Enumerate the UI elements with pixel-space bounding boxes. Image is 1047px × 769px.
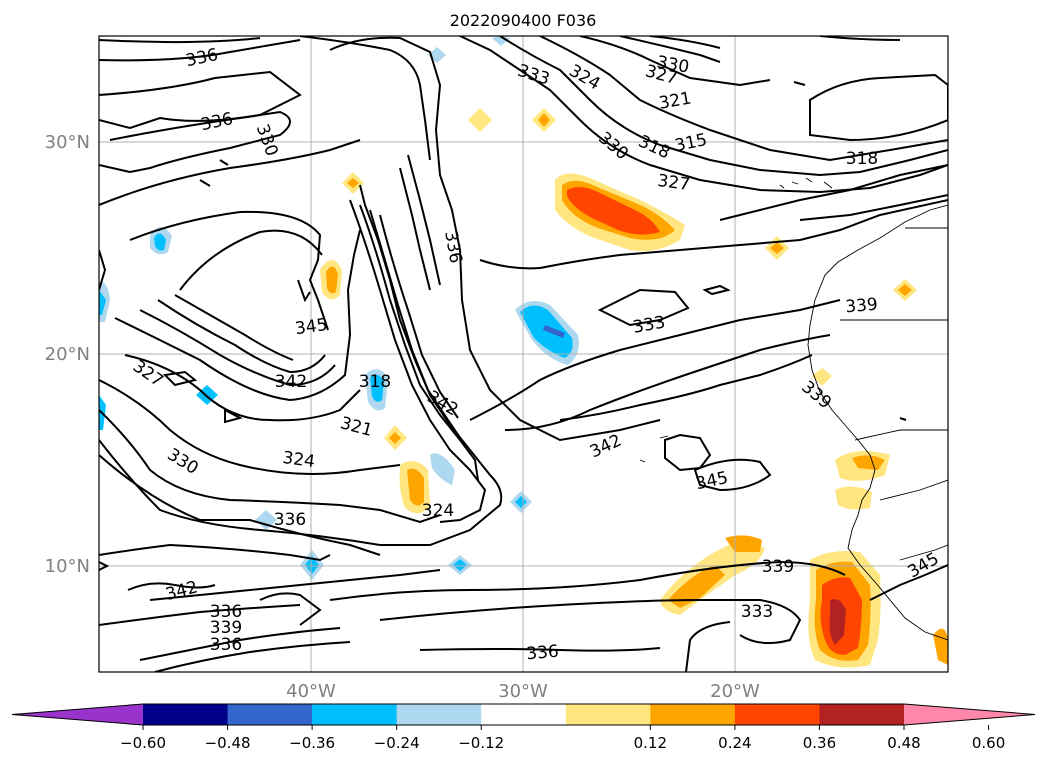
colorbar-tick-label: 0.24 xyxy=(718,734,751,752)
svg-text:327: 327 xyxy=(656,171,691,195)
colorbar-extend-low xyxy=(12,704,143,725)
svg-text:339: 339 xyxy=(845,295,879,318)
svg-text:336: 336 xyxy=(210,602,242,622)
lon-label-30w: 30°W xyxy=(498,681,548,702)
lat-label-10n: 10°N xyxy=(45,556,90,577)
colorbar-tick-label: −0.48 xyxy=(205,734,251,752)
shading-positive xyxy=(320,108,948,668)
colorbar-swatch xyxy=(650,704,736,725)
colorbar-swatch xyxy=(819,704,905,725)
colorbar-tick-label: 0.12 xyxy=(634,734,667,752)
svg-text:318: 318 xyxy=(846,149,878,169)
map-frame xyxy=(98,35,949,673)
colorbar-swatch xyxy=(396,704,482,725)
graticule xyxy=(99,36,948,672)
svg-text:342: 342 xyxy=(275,372,307,392)
svg-text:324: 324 xyxy=(422,501,454,521)
lon-label-40w: 40°W xyxy=(286,681,336,702)
colorbar-tick-label: 0.36 xyxy=(803,734,836,752)
svg-text:324: 324 xyxy=(281,448,316,472)
lat-label-30n: 30°N xyxy=(45,132,90,153)
map-panel: 336 336 330 333 324 330 327 321 330 318 … xyxy=(99,36,948,672)
svg-text:339: 339 xyxy=(210,618,242,638)
colorbar-tick-label: 0.60 xyxy=(972,734,1005,752)
svg-text:345: 345 xyxy=(294,315,329,339)
svg-text:333: 333 xyxy=(741,602,773,622)
longitude-labels: 40°W 30°W 20°W xyxy=(286,681,760,702)
colorbar-swatch xyxy=(312,704,398,725)
colorbar-swatch xyxy=(734,704,820,725)
coastlines xyxy=(639,177,948,641)
svg-text:318: 318 xyxy=(359,372,391,392)
colorbar-tick-label: 0.48 xyxy=(887,734,920,752)
lon-label-20w: 20°W xyxy=(710,681,760,702)
svg-text:336: 336 xyxy=(274,510,306,530)
colorbar-swatch xyxy=(227,704,313,725)
colorbar-tick-label: −0.36 xyxy=(289,734,335,752)
contour-lines xyxy=(99,36,948,672)
shading-negative xyxy=(99,36,579,580)
colorbar: −0.60 −0.48 −0.36 −0.24 −0.12 0.12 0.24 0.36 0.4… xyxy=(11,703,1036,752)
svg-text:336: 336 xyxy=(526,642,560,665)
svg-text:336: 336 xyxy=(210,635,242,655)
colorbar-tick-label: −0.12 xyxy=(458,734,504,752)
colorbar-swatch xyxy=(565,704,651,725)
colorbar-swatch xyxy=(481,704,567,725)
map-title: 2022090400 F036 xyxy=(450,11,597,30)
colorbar-tick-label: −0.24 xyxy=(374,734,420,752)
colorbar-tick-label: −0.60 xyxy=(120,734,166,752)
colorbar-swatch xyxy=(143,704,229,725)
svg-text:339: 339 xyxy=(762,557,794,577)
colorbar-extend-high xyxy=(904,704,1035,725)
lat-label-20n: 20°N xyxy=(45,344,90,365)
latitude-labels: 30°N 20°N 10°N xyxy=(45,132,90,577)
